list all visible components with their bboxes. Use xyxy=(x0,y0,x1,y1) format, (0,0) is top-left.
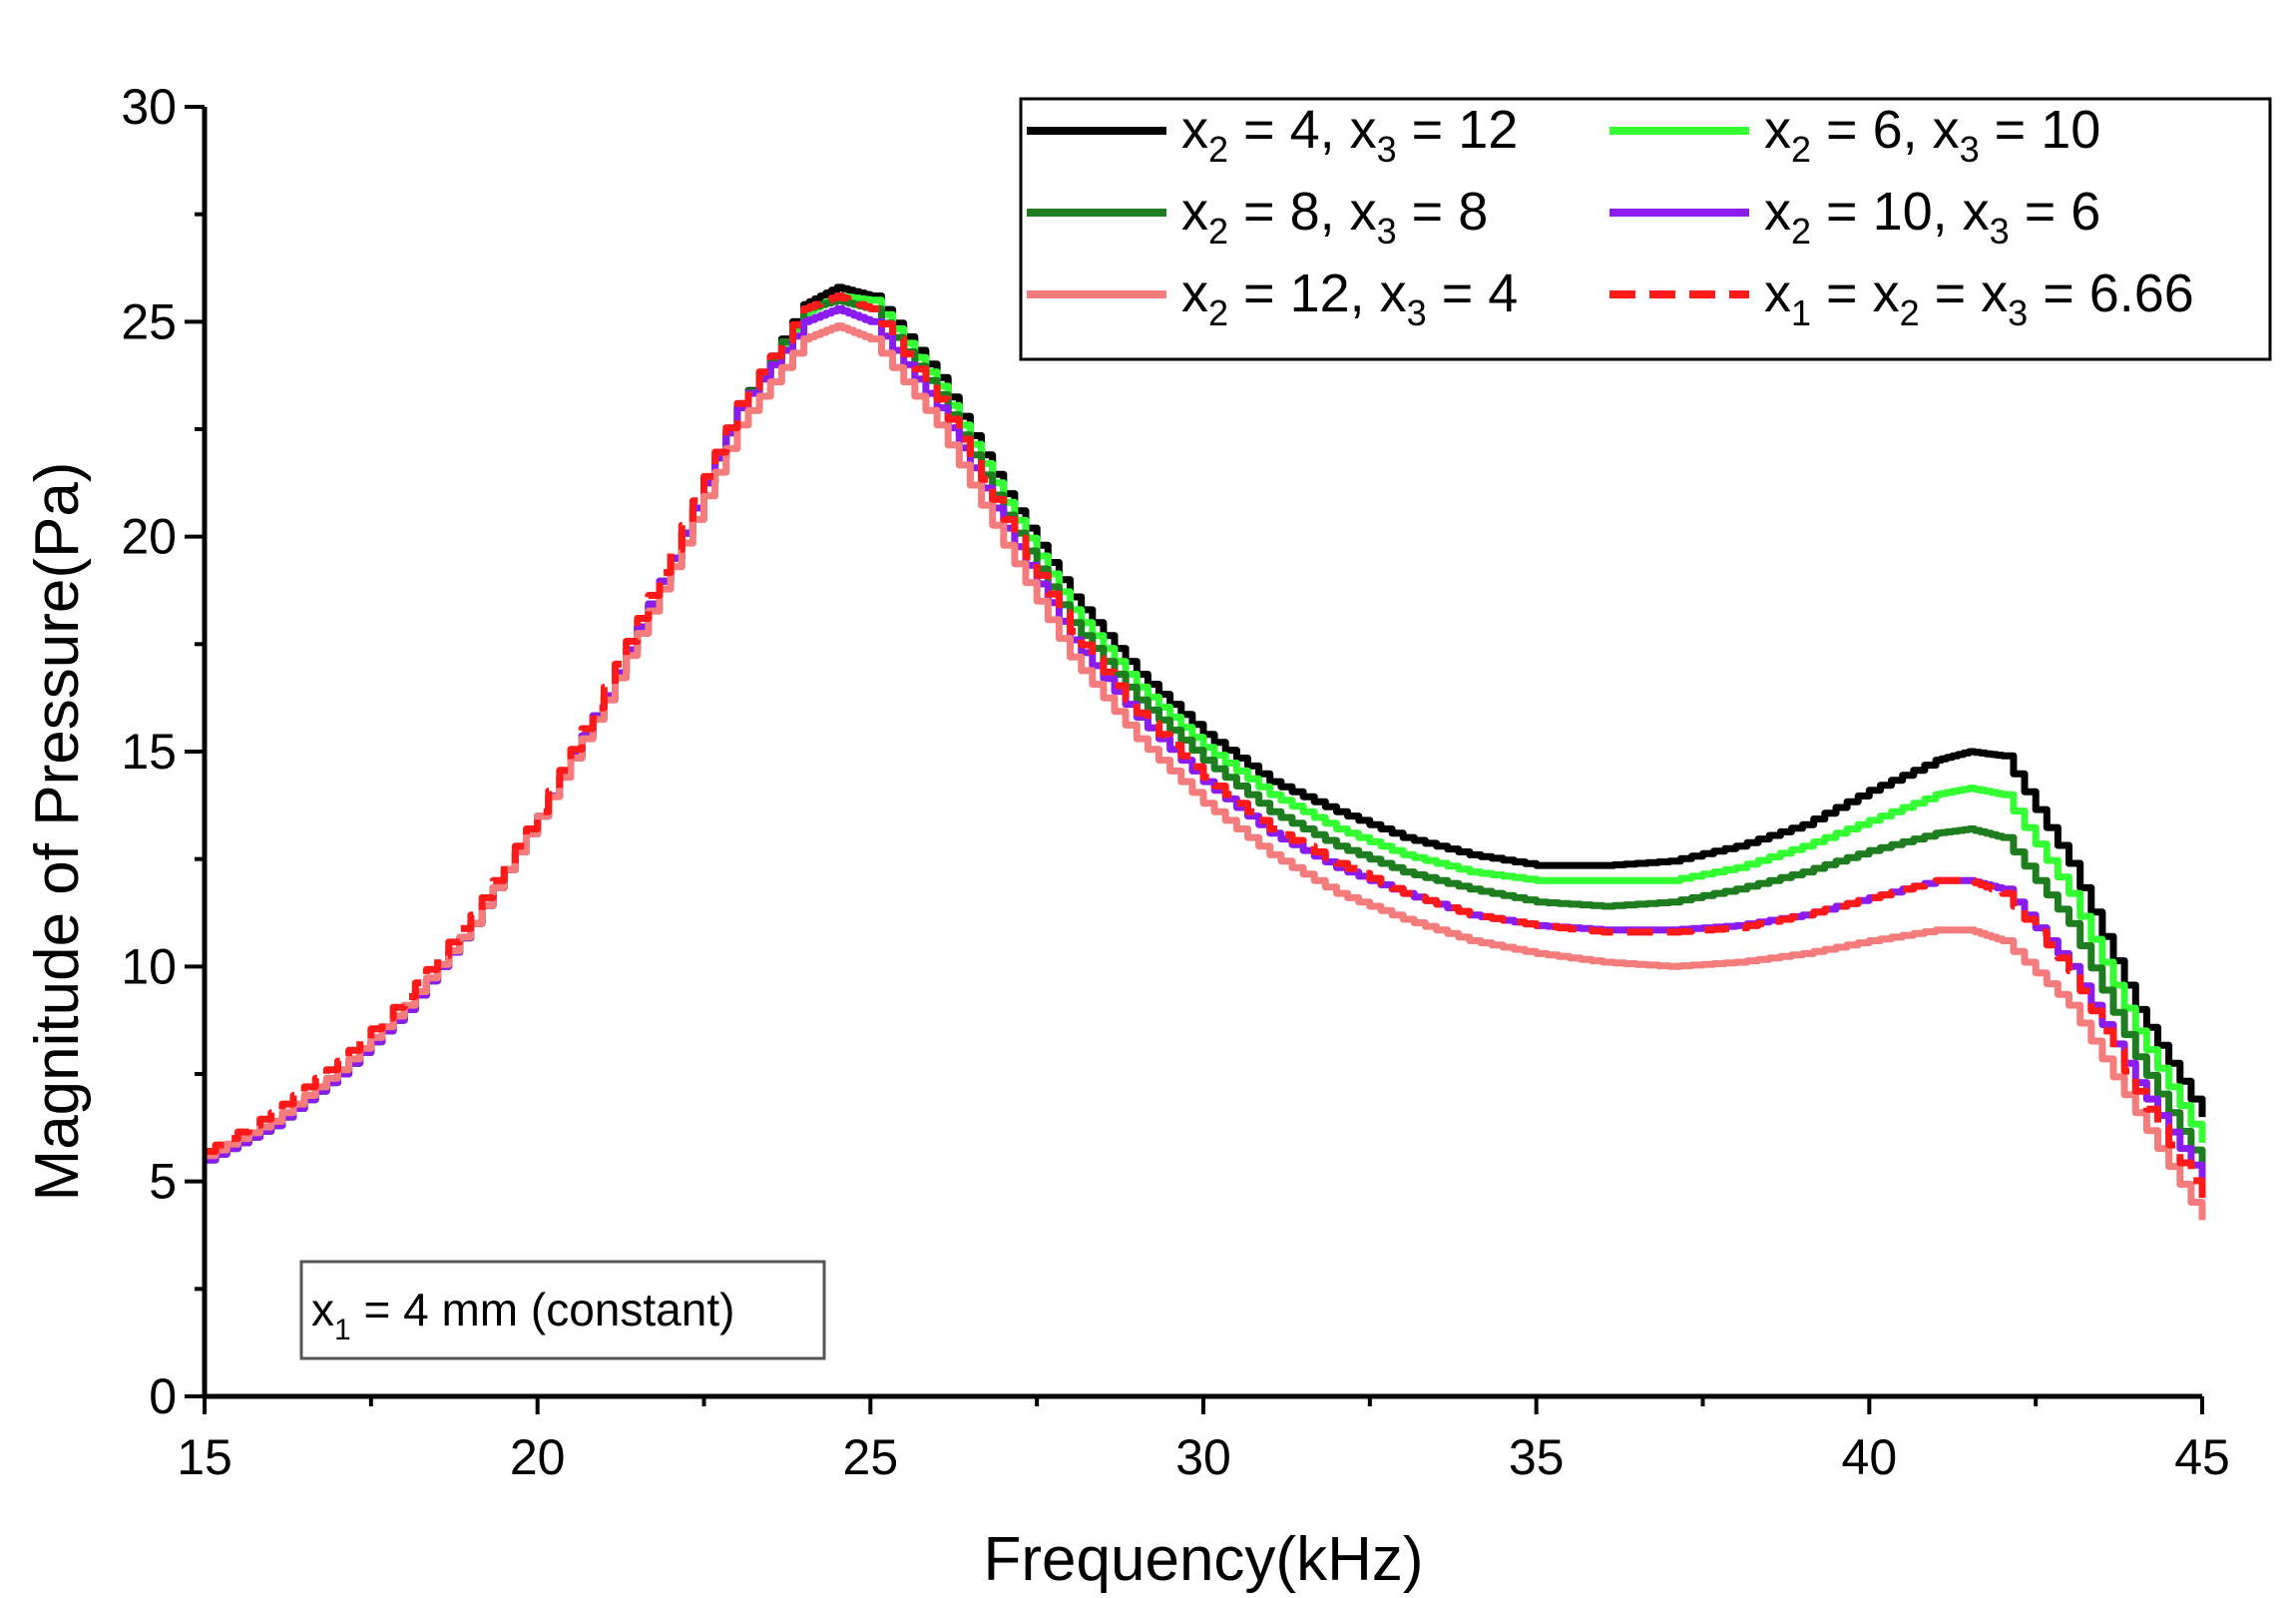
x-tick-label: 40 xyxy=(1842,1429,1898,1485)
annotation-text: x1​ = 4 mm (constant) xyxy=(311,1284,734,1346)
label-subscript: 1 xyxy=(334,1314,351,1346)
label-text: = 10 xyxy=(1980,100,2101,160)
label-text: = 8 xyxy=(1397,182,1489,242)
axes-layer: 15 20 25 30 35 40 45 0 5 10 15 20 25 30 Frequency(kHz)… xyxy=(23,79,2230,1594)
legend-label-6: x1​ = x2​ = x3​ = 6.66 xyxy=(1764,264,2194,333)
annotation-box: x1​ = 4 mm (constant) xyxy=(299,1260,826,1360)
y-tick-label: 25 xyxy=(121,293,177,349)
series-line-6 xyxy=(205,292,2206,1199)
label-text: x xyxy=(1764,100,1791,160)
label-text: = 12 xyxy=(1397,100,1519,160)
label-text: x xyxy=(1181,264,1208,323)
label-text: = x xyxy=(1811,264,1900,323)
legend-box xyxy=(1019,97,2272,361)
x-tick-label: 35 xyxy=(1509,1429,1565,1485)
label-subscript: 2 xyxy=(1208,292,1228,333)
y-tick-label: 20 xyxy=(121,509,177,565)
label-text: = 4 mm (constant) xyxy=(351,1284,735,1335)
label-text: x xyxy=(1181,182,1208,242)
legend-label-1: x2​ = 4, x3​ = 12 xyxy=(1181,100,1518,170)
y-tick-label: 0 xyxy=(149,1368,177,1424)
y-tick-label: 5 xyxy=(149,1154,177,1210)
label-subscript: 2 xyxy=(1900,292,1920,333)
label-text: = 4 xyxy=(1427,264,1519,323)
x-tick-label: 20 xyxy=(510,1429,566,1485)
label-text: x xyxy=(311,1284,334,1335)
label-subscript: 2 xyxy=(1208,211,1228,252)
label-subscript: 3 xyxy=(2008,292,2028,333)
x-tick-label: 45 xyxy=(2174,1429,2230,1485)
label-text: x xyxy=(1181,100,1208,160)
label-subscript: 3 xyxy=(1377,129,1397,170)
label-subscript: 1 xyxy=(1791,292,1811,333)
label-text: = 6, x xyxy=(1811,100,1960,160)
series-layer xyxy=(205,283,2206,1221)
label-text: x xyxy=(1764,182,1791,242)
label-text: x xyxy=(1764,264,1791,323)
y-tick-label: 10 xyxy=(121,938,177,994)
legend-label-4: x2​ = 10, x3​ = 6 xyxy=(1764,182,2100,252)
label-subscript: 3 xyxy=(1377,211,1397,252)
x-axis-title: Frequency(kHz) xyxy=(984,1525,1424,1594)
legend-label-3: x2​ = 8, x3​ = 8 xyxy=(1181,182,1488,252)
label-text: = 10, x xyxy=(1811,182,1990,242)
label-text: = 6 xyxy=(2010,182,2101,242)
series-line-5 xyxy=(205,322,2206,1221)
label-text: = 8, x xyxy=(1228,182,1377,242)
label-subscript: 2 xyxy=(1208,129,1228,170)
label-subscript: 3 xyxy=(1990,211,2010,252)
x-tick-label: 25 xyxy=(843,1429,899,1485)
label-subscript: 2 xyxy=(1791,129,1811,170)
annotation-frame xyxy=(299,1260,826,1360)
y-tick-label: 15 xyxy=(121,724,177,780)
y-tick-label: 30 xyxy=(121,79,177,135)
label-subscript: 3 xyxy=(1960,129,1980,170)
legend-label-5: x2​ = 12, x3​ = 4 xyxy=(1181,264,1518,333)
label-text: = 6.66 xyxy=(2028,264,2194,323)
label-text: = 12, x xyxy=(1228,264,1407,323)
label-text: = x xyxy=(1920,264,2009,323)
x-tick-label: 15 xyxy=(177,1429,232,1485)
x-tick-label: 30 xyxy=(1175,1429,1231,1485)
label-text: = 4, x xyxy=(1228,100,1377,160)
legend-label-2: x2​ = 6, x3​ = 10 xyxy=(1764,100,2100,170)
label-subscript: 2 xyxy=(1791,211,1811,252)
y-axis-title: Magnitude of Pressure(Pa) xyxy=(23,462,92,1202)
label-subscript: 3 xyxy=(1407,292,1427,333)
